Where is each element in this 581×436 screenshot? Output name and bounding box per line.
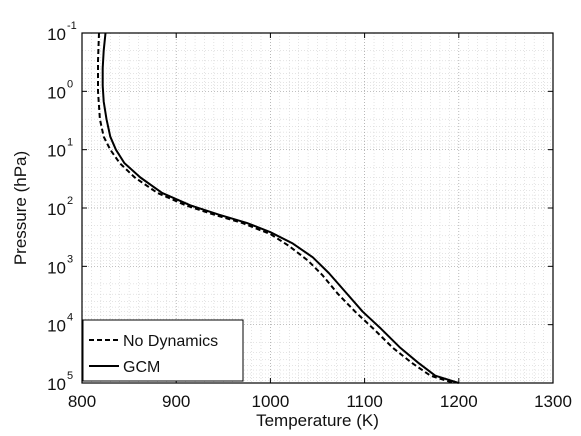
y-axis-title: Pressure (hPa) bbox=[11, 151, 30, 265]
y-tick-label-exponent: -1 bbox=[67, 20, 77, 32]
series-line-gcm bbox=[101, 32, 460, 384]
x-tick-label: 1100 bbox=[346, 392, 383, 411]
legend-label-no-dynamics: No Dynamics bbox=[123, 333, 218, 350]
y-tick-label-exponent: 4 bbox=[67, 312, 73, 324]
y-tick-label-exponent: 3 bbox=[67, 253, 73, 265]
y-tick-label-base: 10 bbox=[47, 142, 66, 161]
y-tick-label-exponent: 0 bbox=[67, 78, 73, 90]
y-tick-label-exponent: 5 bbox=[67, 370, 73, 382]
legend-label-gcm: GCM bbox=[123, 359, 160, 376]
y-tick-label-base: 10 bbox=[47, 200, 66, 219]
x-axis-ticks: 800 900 1000 1100 1200 1300 bbox=[68, 33, 572, 411]
y-tick-label-base: 10 bbox=[47, 83, 66, 102]
y-tick-label-base: 10 bbox=[47, 258, 66, 277]
legend: No Dynamics GCM bbox=[82, 319, 244, 382]
x-axis-title: Temperature (K) bbox=[256, 411, 379, 430]
y-tick-label-base: 10 bbox=[47, 317, 66, 336]
x-tick-label: 800 bbox=[68, 392, 96, 411]
legend-box bbox=[82, 319, 244, 382]
series-layer bbox=[97, 32, 460, 384]
x-tick-label: 1200 bbox=[440, 392, 478, 411]
y-tick-label-exponent: 1 bbox=[67, 137, 73, 149]
x-tick-label: 1000 bbox=[251, 392, 289, 411]
y-tick-label-base: 10 bbox=[47, 25, 66, 44]
y-tick-label-base: 10 bbox=[47, 375, 66, 394]
x-tick-label: 900 bbox=[162, 392, 190, 411]
series-line-no-dynamics bbox=[97, 32, 455, 384]
y-tick-label-exponent: 2 bbox=[67, 195, 73, 207]
x-tick-label: 1300 bbox=[534, 392, 572, 411]
